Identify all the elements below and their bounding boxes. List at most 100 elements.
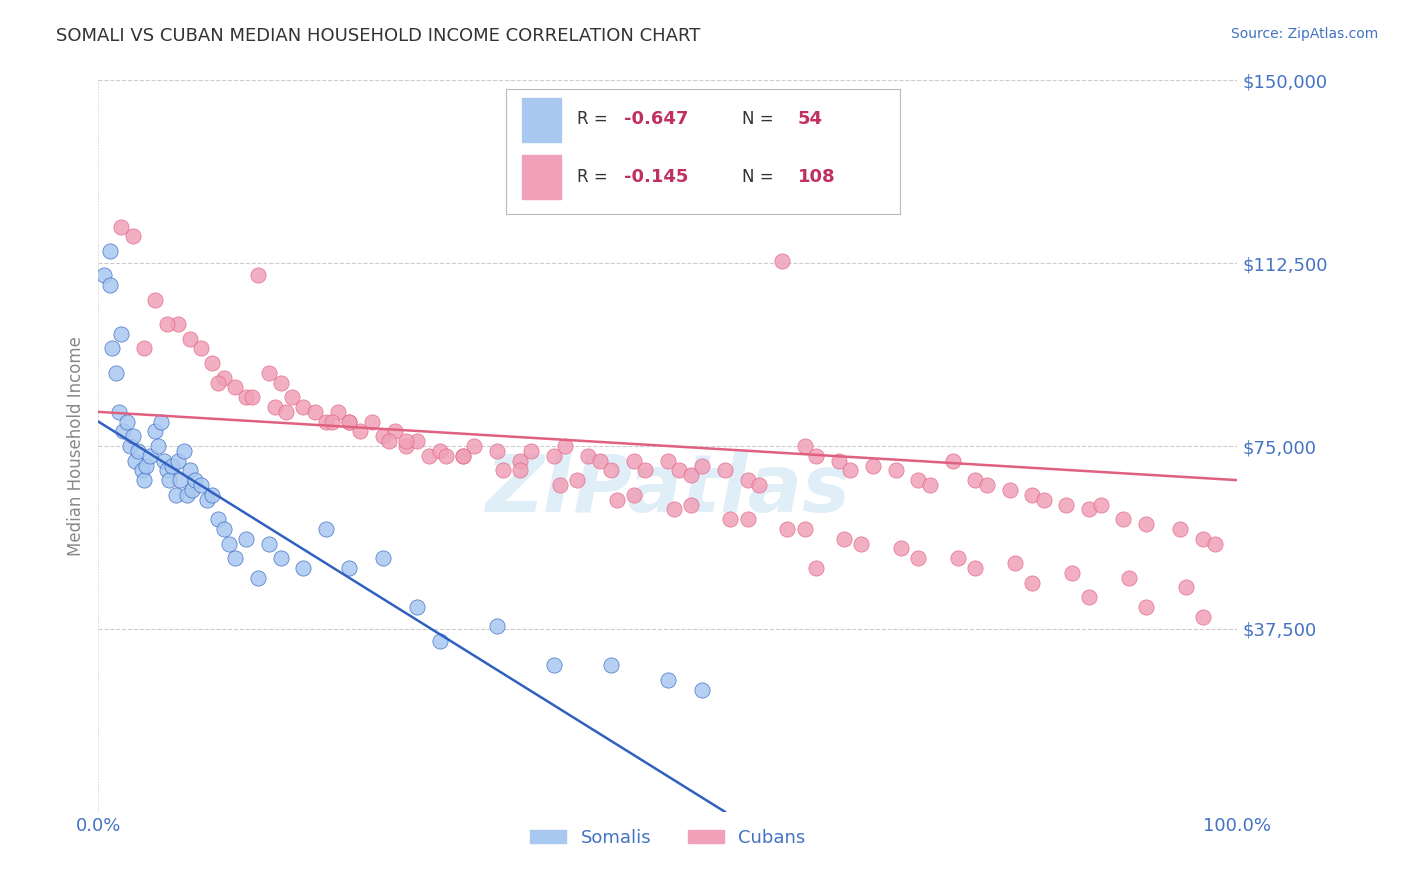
Y-axis label: Median Household Income: Median Household Income	[66, 336, 84, 556]
Point	[115, 415, 138, 429]
Point	[201, 356, 224, 370]
Point	[548, 478, 571, 492]
Point	[124, 453, 146, 467]
Point	[326, 405, 349, 419]
Text: 54: 54	[797, 111, 823, 128]
Point	[834, 532, 856, 546]
Point	[169, 473, 191, 487]
Point	[690, 682, 713, 697]
Point	[190, 342, 212, 356]
Point	[212, 522, 235, 536]
Point	[337, 561, 360, 575]
Bar	[522, 98, 561, 142]
Point	[976, 478, 998, 492]
Point	[104, 366, 127, 380]
Point	[360, 415, 382, 429]
Point	[315, 522, 337, 536]
Point	[737, 473, 759, 487]
Point	[270, 376, 292, 390]
Point	[828, 453, 851, 467]
Point	[349, 425, 371, 439]
Point	[1078, 590, 1101, 604]
Point	[714, 463, 737, 477]
Point	[235, 390, 257, 404]
Point	[337, 415, 360, 429]
Point	[576, 449, 599, 463]
Point	[395, 434, 418, 449]
Point	[486, 443, 509, 458]
Point	[224, 551, 246, 566]
Point	[1204, 536, 1226, 550]
Point	[1021, 488, 1043, 502]
Point	[907, 473, 929, 487]
Point	[839, 463, 862, 477]
Point	[264, 400, 287, 414]
Point	[1192, 532, 1215, 546]
Point	[135, 458, 157, 473]
Point	[156, 317, 179, 331]
Point	[179, 332, 201, 346]
Point	[190, 478, 212, 492]
Point	[463, 439, 485, 453]
Point	[509, 453, 531, 467]
Point	[132, 473, 155, 487]
Point	[543, 449, 565, 463]
Point	[162, 458, 184, 473]
Point	[176, 488, 198, 502]
Point	[132, 342, 155, 356]
Point	[184, 473, 207, 487]
Point	[110, 219, 132, 234]
Point	[292, 400, 315, 414]
Point	[690, 458, 713, 473]
Point	[623, 488, 645, 502]
Point	[156, 463, 179, 477]
Text: R =: R =	[576, 111, 613, 128]
Point	[1056, 498, 1078, 512]
Text: SOMALI VS CUBAN MEDIAN HOUSEHOLD INCOME CORRELATION CHART: SOMALI VS CUBAN MEDIAN HOUSEHOLD INCOME …	[56, 27, 700, 45]
Point	[1135, 599, 1157, 614]
Point	[101, 342, 124, 356]
Point	[259, 366, 281, 380]
Point	[623, 453, 645, 467]
Point	[167, 453, 190, 467]
Point	[371, 551, 394, 566]
Text: N =: N =	[742, 168, 779, 186]
Point	[748, 478, 770, 492]
Point	[281, 390, 304, 404]
Point	[1021, 575, 1043, 590]
Text: 108: 108	[797, 168, 835, 186]
Point	[657, 453, 679, 467]
Text: -0.647: -0.647	[624, 111, 689, 128]
Point	[1175, 581, 1198, 595]
Point	[606, 492, 628, 507]
Text: R =: R =	[576, 168, 613, 186]
Point	[121, 229, 143, 244]
Point	[1112, 512, 1135, 526]
Point	[315, 415, 337, 429]
Point	[165, 488, 187, 502]
Point	[851, 536, 873, 550]
Point	[337, 415, 360, 429]
Point	[406, 434, 429, 449]
Point	[965, 561, 987, 575]
Point	[395, 439, 418, 453]
Point	[246, 268, 269, 283]
Point	[120, 439, 142, 453]
Point	[948, 551, 970, 566]
Point	[195, 492, 218, 507]
Point	[201, 488, 224, 502]
Point	[1004, 556, 1026, 570]
Point	[543, 658, 565, 673]
Point	[384, 425, 406, 439]
Point	[371, 429, 394, 443]
Point	[1062, 566, 1084, 580]
Point	[429, 634, 451, 648]
Point	[776, 522, 799, 536]
Point	[1192, 609, 1215, 624]
Point	[965, 473, 987, 487]
Point	[108, 405, 131, 419]
Point	[98, 278, 121, 293]
Point	[180, 483, 202, 497]
Text: -0.145: -0.145	[624, 168, 689, 186]
Point	[770, 253, 793, 268]
